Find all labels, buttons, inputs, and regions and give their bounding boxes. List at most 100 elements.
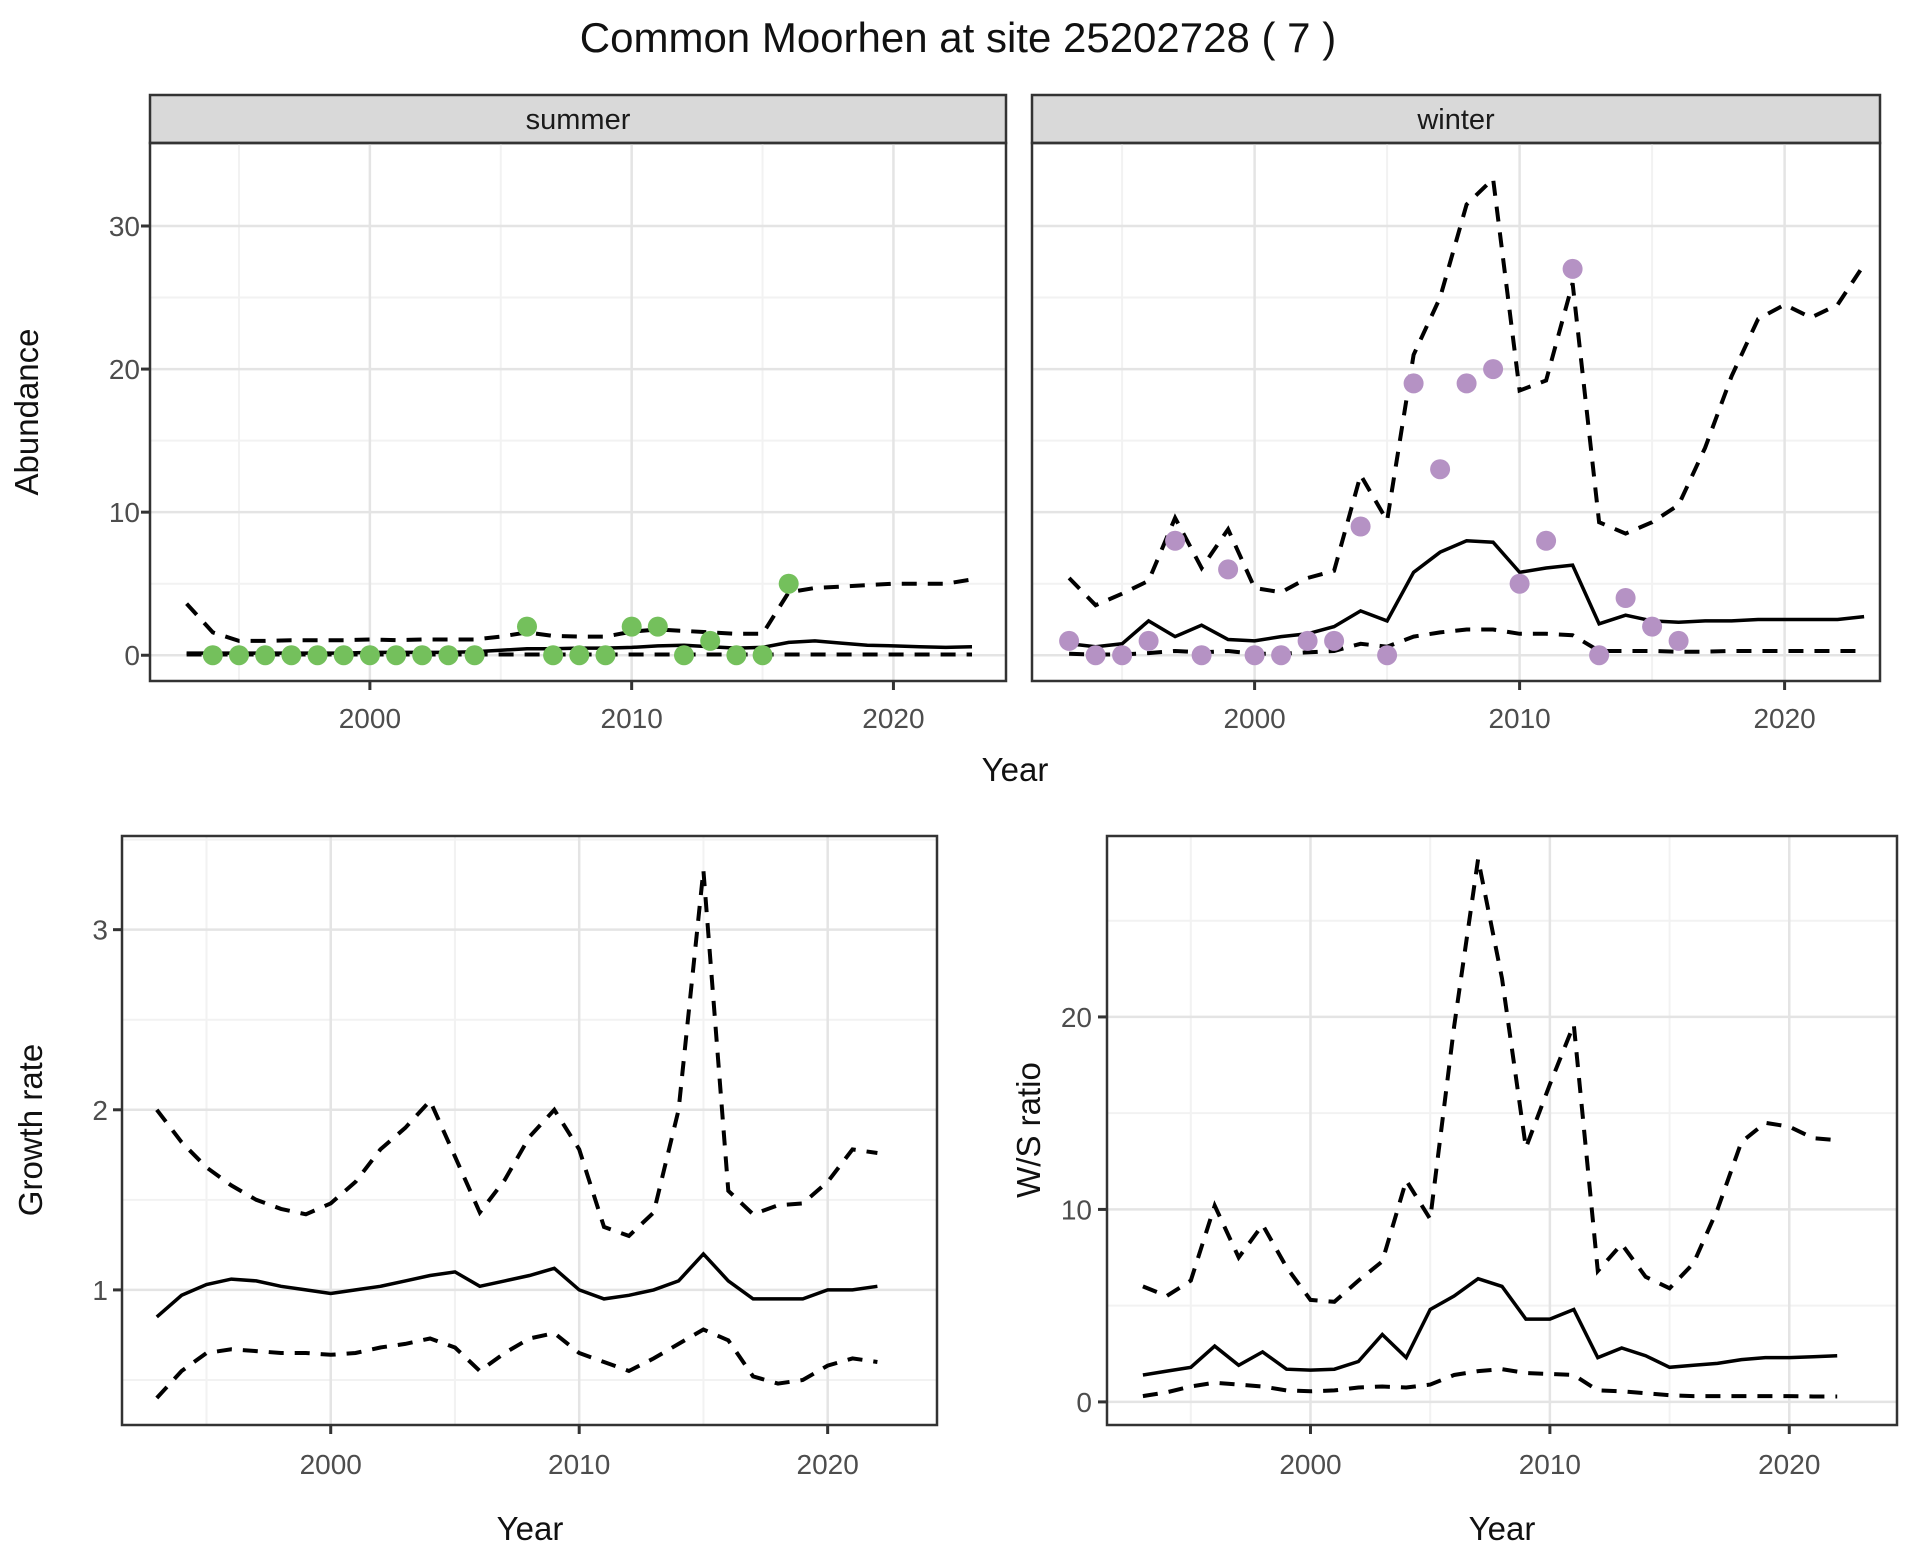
winter-data-point [1377, 645, 1398, 666]
winter-median-fit-line [1068, 539, 1865, 649]
winter-panel-border [1030, 141, 1882, 683]
summer-data-point [281, 645, 302, 666]
winter-data-point [1218, 559, 1239, 580]
summer-data-point [778, 573, 799, 594]
summer-panel-border [148, 141, 1008, 683]
ws-median-ratio-line [1142, 1276, 1838, 1377]
summer-y-tick-label: 10 [109, 497, 140, 528]
winter-data-point [1403, 373, 1424, 394]
summer-data-point [700, 630, 721, 651]
summer-data-point [752, 645, 773, 666]
ws-axis-ticks: 2000 2010 2020 0 10 20 [1061, 1002, 1821, 1480]
winter-data-point [1112, 645, 1133, 666]
summer-data-point [307, 645, 328, 666]
winter-data-point [1668, 630, 1689, 651]
ws-lower-95ci-line [1142, 1367, 1838, 1399]
winter-data-point [1271, 645, 1292, 666]
summer-y-tick-label: 20 [109, 354, 140, 385]
summer-x-tick-label: 2020 [862, 703, 924, 734]
summer-data-point [333, 645, 354, 666]
top-x-axis-title: Year [982, 751, 1049, 788]
summer-data-point [229, 645, 249, 666]
winter-data-point [1324, 630, 1345, 651]
growth-x-axis-title: Year [497, 1510, 564, 1547]
summer-data-point [674, 645, 694, 666]
ws-y-tick-label: 10 [1061, 1194, 1092, 1225]
winter-data-point [1483, 359, 1504, 380]
winter-data-point [1191, 645, 1212, 666]
ws-y-tick-label: 0 [1076, 1387, 1092, 1418]
summer-observed-points [202, 573, 799, 666]
growth-upper-95ci-line [155, 869, 878, 1239]
summer-data-point [464, 645, 485, 666]
winter-data-point [1350, 516, 1371, 537]
winter-data-point [1430, 459, 1451, 480]
facet-strip-summer-bg [148, 93, 1008, 145]
winter-gridlines [1032, 143, 1880, 681]
abundance-y-axis-title: Abundance [8, 329, 45, 496]
winter-observed-points [1059, 258, 1689, 666]
growth-y-tick-label: 3 [92, 915, 108, 946]
ws-x-tick-label: 2020 [1758, 1449, 1820, 1480]
winter-x-tick-label: 2000 [1223, 703, 1285, 734]
summer-axis-ticks: 2000 2010 2020 0 10 20 30 [109, 211, 925, 734]
facet-label-winter: winter [1416, 104, 1495, 136]
summer-data-point [726, 645, 747, 666]
winter-data-point [1165, 530, 1186, 551]
summer-data-point [569, 645, 590, 666]
winter-data-point [1642, 616, 1663, 637]
winter-abundance-panel: 2000 2010 2020 [1030, 141, 1882, 734]
growth-y-tick-label: 2 [92, 1095, 108, 1126]
winter-lower-95ci-line [1069, 627, 1865, 657]
growth-x-tick-label: 2000 [300, 1449, 362, 1480]
winter-data-point [1615, 588, 1636, 608]
winter-data-point [1589, 645, 1610, 666]
winter-data-point [1297, 630, 1318, 651]
summer-data-point [621, 616, 642, 637]
facet-strip-winter: winter [1030, 93, 1882, 145]
ws-y-axis-title: W/S ratio [1010, 1062, 1047, 1198]
winter-data-point [1138, 630, 1159, 651]
winter-data-point [1085, 645, 1106, 666]
winter-upper-95ci-line [1067, 174, 1866, 608]
summer-data-point [359, 645, 380, 666]
growth-panel-border [120, 834, 939, 1427]
summer-data-point [595, 645, 616, 666]
winter-data-point [1562, 258, 1583, 279]
summer-data-point [647, 616, 668, 637]
winter-x-tick-label: 2020 [1753, 703, 1815, 734]
summer-gridlines [150, 143, 1006, 681]
ws-x-tick-label: 2000 [1279, 1449, 1341, 1480]
winter-data-point [1536, 530, 1557, 551]
ws-ratio-panel: 2000 2010 2020 0 10 20 [1061, 834, 1899, 1480]
growth-median-growth-line [155, 1251, 878, 1319]
growth-y-axis-title: Growth rate [12, 1044, 49, 1216]
winter-axis-ticks: 2000 2010 2020 [1223, 681, 1816, 734]
summer-x-tick-label: 2000 [339, 703, 401, 734]
winter-data-point [1244, 645, 1265, 666]
facet-strip-winter-bg [1030, 93, 1882, 145]
ws-gridlines [1107, 836, 1897, 1425]
summer-data-point [386, 645, 407, 666]
summer-data-point [255, 645, 276, 666]
page-title: Common Moorhen at site 25202728 ( 7 ) [580, 14, 1336, 61]
growth-axis-ticks: 2000 2010 2020 1 2 3 [92, 915, 858, 1480]
growth-gridlines [122, 836, 937, 1425]
growth-y-tick-label: 1 [92, 1275, 108, 1306]
summer-upper-95ci-line [185, 577, 973, 643]
summer-abundance-panel: 2000 2010 2020 0 10 20 30 [109, 141, 1008, 734]
ws-y-tick-label: 20 [1061, 1002, 1092, 1033]
ws-x-axis-title: Year [1469, 1510, 1536, 1547]
growth-x-tick-label: 2010 [548, 1449, 610, 1480]
winter-x-tick-label: 2010 [1488, 703, 1550, 734]
ws-upper-95ci-line [1142, 858, 1838, 1304]
summer-y-tick-label: 30 [109, 211, 140, 242]
facet-label-summer: summer [526, 104, 631, 136]
summer-data-point [543, 645, 564, 666]
growth-rate-panel: 2000 2010 2020 1 2 3 [92, 834, 939, 1480]
summer-y-tick-label: 0 [124, 640, 140, 671]
growth-x-tick-label: 2020 [797, 1449, 859, 1480]
summer-data-point [517, 616, 537, 637]
